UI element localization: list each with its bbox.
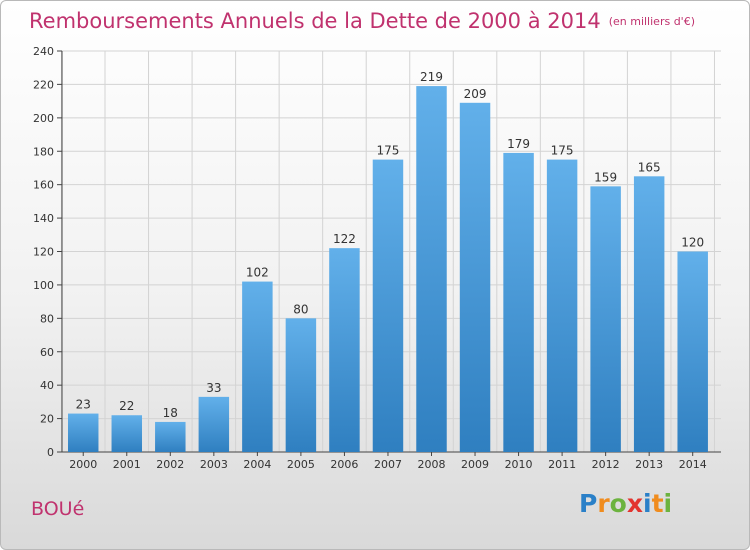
bar[interactable]	[372, 159, 404, 452]
logo-letter: x	[626, 489, 643, 518]
data-label: 159	[594, 170, 617, 184]
data-labels: 23 22 18 33 102 80 122 175 219 209 179 175 159 165 120	[76, 70, 705, 420]
x-tick-label: 2005	[287, 458, 315, 471]
y-tick-label: 80	[40, 312, 54, 325]
x-tick-label: 2012	[592, 458, 620, 471]
x-tick-label: 2010	[505, 458, 533, 471]
x-tick-label: 2000	[69, 458, 97, 471]
bar[interactable]	[242, 281, 273, 452]
town-name: BOUé	[31, 498, 85, 520]
bar[interactable]	[329, 248, 360, 452]
data-label: 209	[464, 87, 487, 101]
data-label: 175	[551, 144, 574, 158]
data-label: 22	[119, 399, 134, 413]
bar[interactable]	[68, 413, 99, 452]
proxiti-logo[interactable]: Proxiti	[579, 489, 672, 518]
data-label: 122	[333, 232, 356, 246]
bar[interactable]	[633, 176, 665, 452]
y-tick-label: 20	[40, 413, 54, 426]
y-tick-label: 40	[40, 379, 54, 392]
y-tick-label: 100	[33, 279, 54, 292]
bar[interactable]	[111, 415, 143, 452]
y-tick-label: 240	[33, 45, 54, 58]
y-tick-label: 120	[33, 246, 54, 259]
data-label: 80	[293, 302, 308, 316]
x-tick-label: 2004	[243, 458, 271, 471]
data-label: 102	[246, 266, 269, 280]
data-label: 165	[638, 160, 661, 174]
x-tick-label: 2008	[418, 458, 446, 471]
x-tick-label: 2003	[200, 458, 228, 471]
y-tick-label: 0	[47, 446, 54, 459]
bar[interactable]	[546, 159, 578, 452]
bar[interactable]	[590, 186, 621, 452]
chart-unit-label: (en milliers d'€)	[608, 15, 695, 28]
bar[interactable]	[677, 251, 708, 453]
bar[interactable]	[459, 102, 491, 452]
bar[interactable]	[198, 396, 230, 452]
x-tick-label: 2014	[679, 458, 707, 471]
chart-title-text: Remboursements Annuels de la Dette de 20…	[29, 9, 601, 33]
chart-title: Remboursements Annuels de la Dette de 20…	[29, 9, 695, 33]
logo-letter: P	[579, 489, 598, 518]
x-tick-label: 2001	[113, 458, 141, 471]
y-tick-label: 200	[33, 112, 54, 125]
data-label: 18	[163, 406, 178, 420]
bar[interactable]	[285, 318, 317, 452]
bar[interactable]	[155, 421, 186, 452]
y-tick-label: 140	[33, 212, 54, 225]
data-label: 23	[76, 398, 91, 412]
data-label: 33	[206, 381, 221, 395]
x-tick-label: 2002	[156, 458, 184, 471]
data-label: 179	[507, 137, 530, 151]
data-label: 120	[681, 236, 704, 250]
y-tick-label: 180	[33, 145, 54, 158]
x-tick-label: 2011	[548, 458, 576, 471]
y-tick-label: 60	[40, 346, 54, 359]
logo-letter: o	[609, 489, 627, 518]
y-tick-label: 220	[33, 78, 54, 91]
data-label: 219	[420, 70, 443, 84]
x-tick-label: 2006	[330, 458, 358, 471]
x-tick-label: 2009	[461, 458, 489, 471]
y-tick-label: 160	[33, 179, 54, 192]
logo-letter: t	[651, 489, 664, 518]
x-tick-label: 2013	[635, 458, 663, 471]
logo-letter: r	[597, 489, 610, 518]
logo-letter: i	[643, 489, 652, 518]
bar[interactable]	[416, 86, 447, 453]
x-tick-label: 2007	[374, 458, 402, 471]
bars	[68, 86, 708, 453]
logo-letter: i	[663, 489, 673, 518]
data-label: 175	[377, 144, 400, 158]
bar[interactable]	[503, 152, 534, 452]
